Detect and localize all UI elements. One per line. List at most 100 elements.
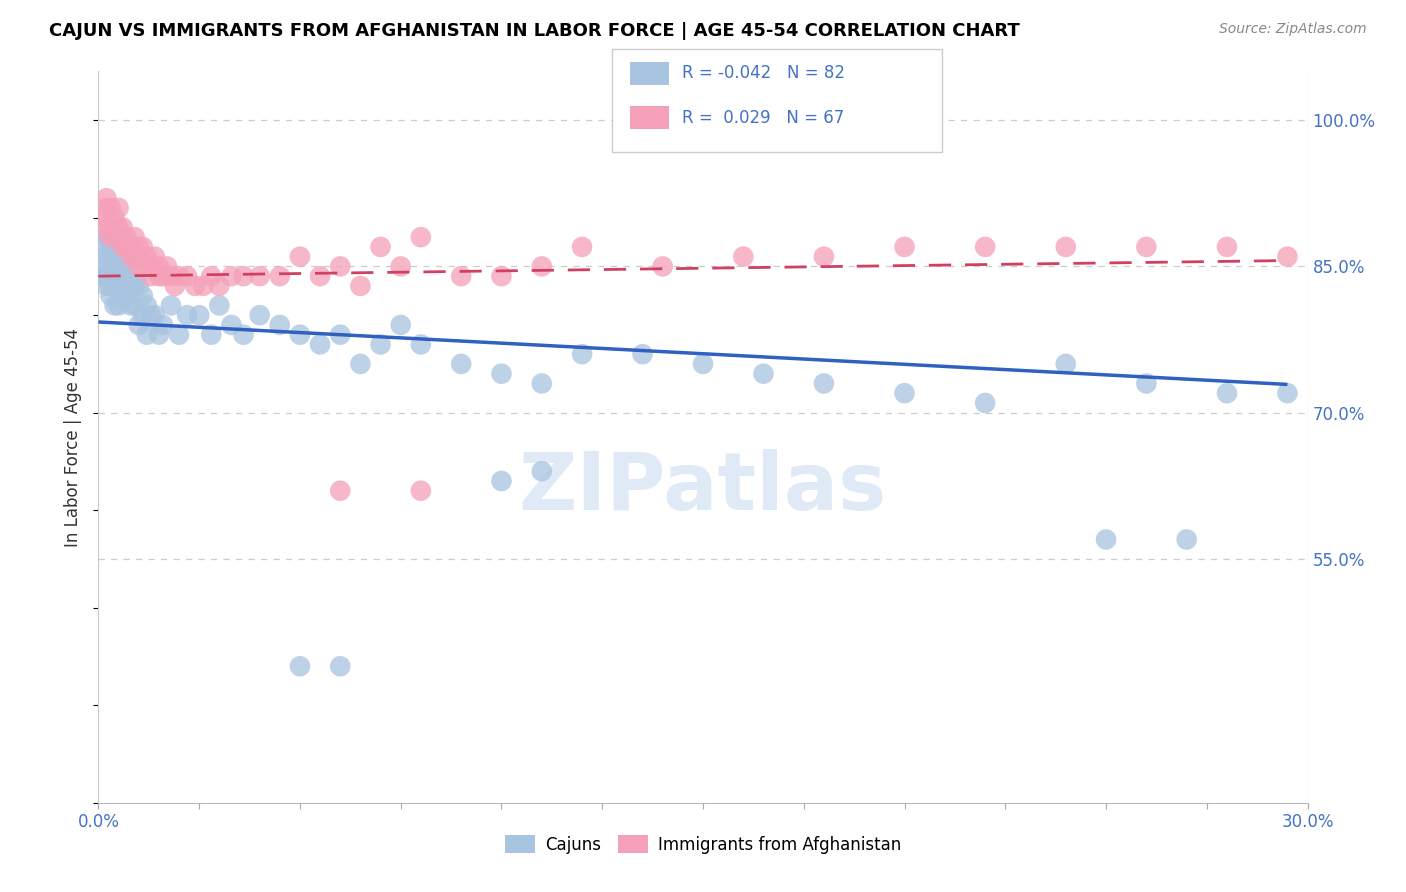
Point [139,308,162,322]
Point [100,240,122,254]
Point [232,327,254,342]
Point [128,318,150,332]
Point [139,269,162,284]
Point [135,250,157,264]
Point [132,260,155,274]
Point [124,298,146,312]
Point [107,298,129,312]
Point [107,240,129,254]
Point [1175,533,1198,547]
Point [103,230,125,244]
Point [135,298,157,312]
Point [370,240,392,254]
Point [571,240,593,254]
Point [269,269,291,284]
Point [288,659,311,673]
Point [124,250,146,264]
Point [128,279,150,293]
Point [232,269,254,284]
Point [893,386,915,401]
Point [163,279,186,293]
Point [120,298,142,312]
Point [152,269,174,284]
Point [450,357,472,371]
Point [631,347,654,361]
Point [100,250,122,264]
Point [309,269,332,284]
Point [249,269,271,284]
Point [974,240,997,254]
Point [156,260,179,274]
Point [100,279,122,293]
Point [409,483,432,498]
Point [107,269,129,284]
Point [1216,386,1239,401]
Point [103,269,125,284]
Point [135,327,157,342]
Point [91,211,114,225]
Point [120,250,142,264]
Point [96,279,118,293]
Point [389,318,412,332]
Text: ZIPatlas: ZIPatlas [519,450,887,527]
Point [1054,357,1077,371]
Point [107,260,129,274]
Point [329,260,352,274]
Point [288,250,311,264]
Point [96,191,118,205]
Point [160,269,183,284]
Point [128,260,150,274]
Point [193,279,215,293]
Point [249,308,271,322]
Point [124,279,146,293]
Point [91,269,114,284]
Point [176,308,198,322]
Point [115,288,138,302]
Point [692,357,714,371]
Text: R = -0.042   N = 82: R = -0.042 N = 82 [682,64,845,82]
Point [103,279,125,293]
Point [115,240,138,254]
Point [208,279,231,293]
Point [329,327,352,342]
Point [143,308,166,322]
Point [132,288,155,302]
Point [1135,240,1157,254]
Legend: Cajuns, Immigrants from Afghanistan: Cajuns, Immigrants from Afghanistan [498,829,908,860]
Point [184,279,207,293]
Point [143,250,166,264]
Point [651,260,673,274]
Point [132,240,155,254]
Point [450,269,472,284]
Point [370,337,392,351]
Text: CAJUN VS IMMIGRANTS FROM AFGHANISTAN IN LABOR FORCE | AGE 45-54 CORRELATION CHAR: CAJUN VS IMMIGRANTS FROM AFGHANISTAN IN … [49,22,1019,40]
Point [91,260,114,274]
Point [329,483,352,498]
Point [893,240,915,254]
Point [176,269,198,284]
Point [96,269,118,284]
Text: R =  0.029   N = 67: R = 0.029 N = 67 [682,109,844,127]
Point [349,279,371,293]
Point [115,269,138,284]
Point [111,260,134,274]
Point [96,230,118,244]
Point [111,240,134,254]
Point [1135,376,1157,391]
Point [111,269,134,284]
Point [733,250,755,264]
Point [100,260,122,274]
Point [107,230,129,244]
Point [120,240,142,254]
Point [96,250,118,264]
Point [1216,240,1239,254]
Point [813,376,835,391]
Point [200,269,222,284]
Point [111,220,134,235]
Point [111,288,134,302]
Point [128,240,150,254]
Point [752,367,775,381]
Point [208,298,231,312]
Point [409,337,432,351]
Point [389,260,412,274]
